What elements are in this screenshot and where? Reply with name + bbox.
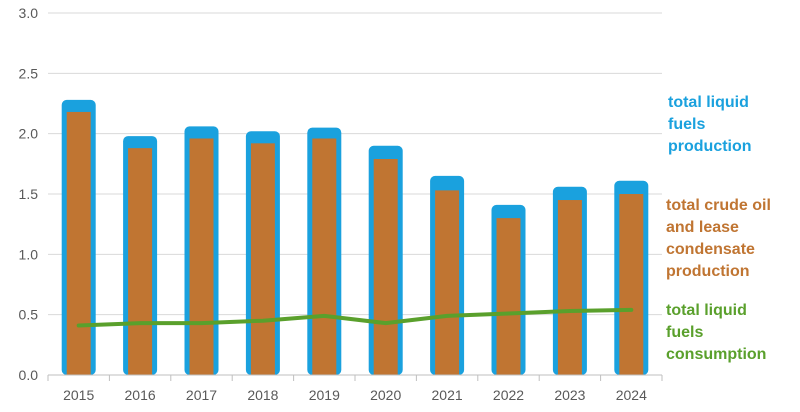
x-tick-label: 2016 (125, 387, 156, 403)
consumption-line-series (76, 307, 634, 328)
consumption-point (77, 324, 81, 328)
axes: 0.0 0.5 1.0 1.5 2.0 2.5 3.0 2015 2016 2017 2018 201… (19, 5, 663, 403)
consumption-point (200, 321, 203, 325)
y-tick-label: 2.0 (19, 126, 39, 142)
y-tick-label: 1.0 (19, 246, 39, 262)
x-tick-label: 2018 (247, 387, 278, 403)
legend-crude-label: total crude oil and lease condensate pro… (666, 197, 771, 280)
consumption-point (322, 314, 326, 318)
crude-bar (435, 190, 460, 375)
crude-bar (128, 148, 153, 375)
x-tick-label: 2024 (616, 387, 647, 403)
bar-series (61, 99, 649, 376)
crude-bar (557, 200, 582, 375)
y-tick-label: 1.5 (19, 186, 39, 202)
consumption-point (507, 311, 510, 315)
consumption-point (445, 314, 449, 318)
consumption-point (138, 321, 142, 325)
crude-bar (373, 159, 398, 375)
y-tick-label: 0.5 (19, 307, 39, 323)
x-tick-label: 2017 (186, 387, 217, 403)
legend-consumption-label: total liquid fuels consumption (666, 302, 767, 363)
consumption-point (568, 309, 572, 313)
x-tick-label: 2020 (370, 387, 401, 403)
consumption-point (261, 319, 265, 323)
x-tick-label: 2015 (63, 387, 94, 403)
y-tick-label: 3.0 (19, 5, 39, 21)
crude-bar (250, 143, 275, 375)
crude-bar (66, 111, 91, 376)
crude-bar (312, 138, 337, 375)
x-tick-label: 2019 (309, 387, 340, 403)
x-tick-label: 2021 (432, 387, 463, 403)
legend-production-label: total liquid fuels production (668, 94, 752, 155)
consumption-line (76, 307, 634, 328)
y-tick-label: 0.0 (19, 367, 39, 383)
crude-bar (496, 218, 521, 375)
crude-bar (619, 194, 644, 375)
x-tick-label: 2023 (554, 387, 585, 403)
consumption-point (384, 321, 388, 325)
x-tick-label: 2022 (493, 387, 524, 403)
y-tick-label: 2.5 (19, 65, 39, 81)
consumption-point (629, 308, 633, 312)
crude-bar (189, 138, 214, 375)
